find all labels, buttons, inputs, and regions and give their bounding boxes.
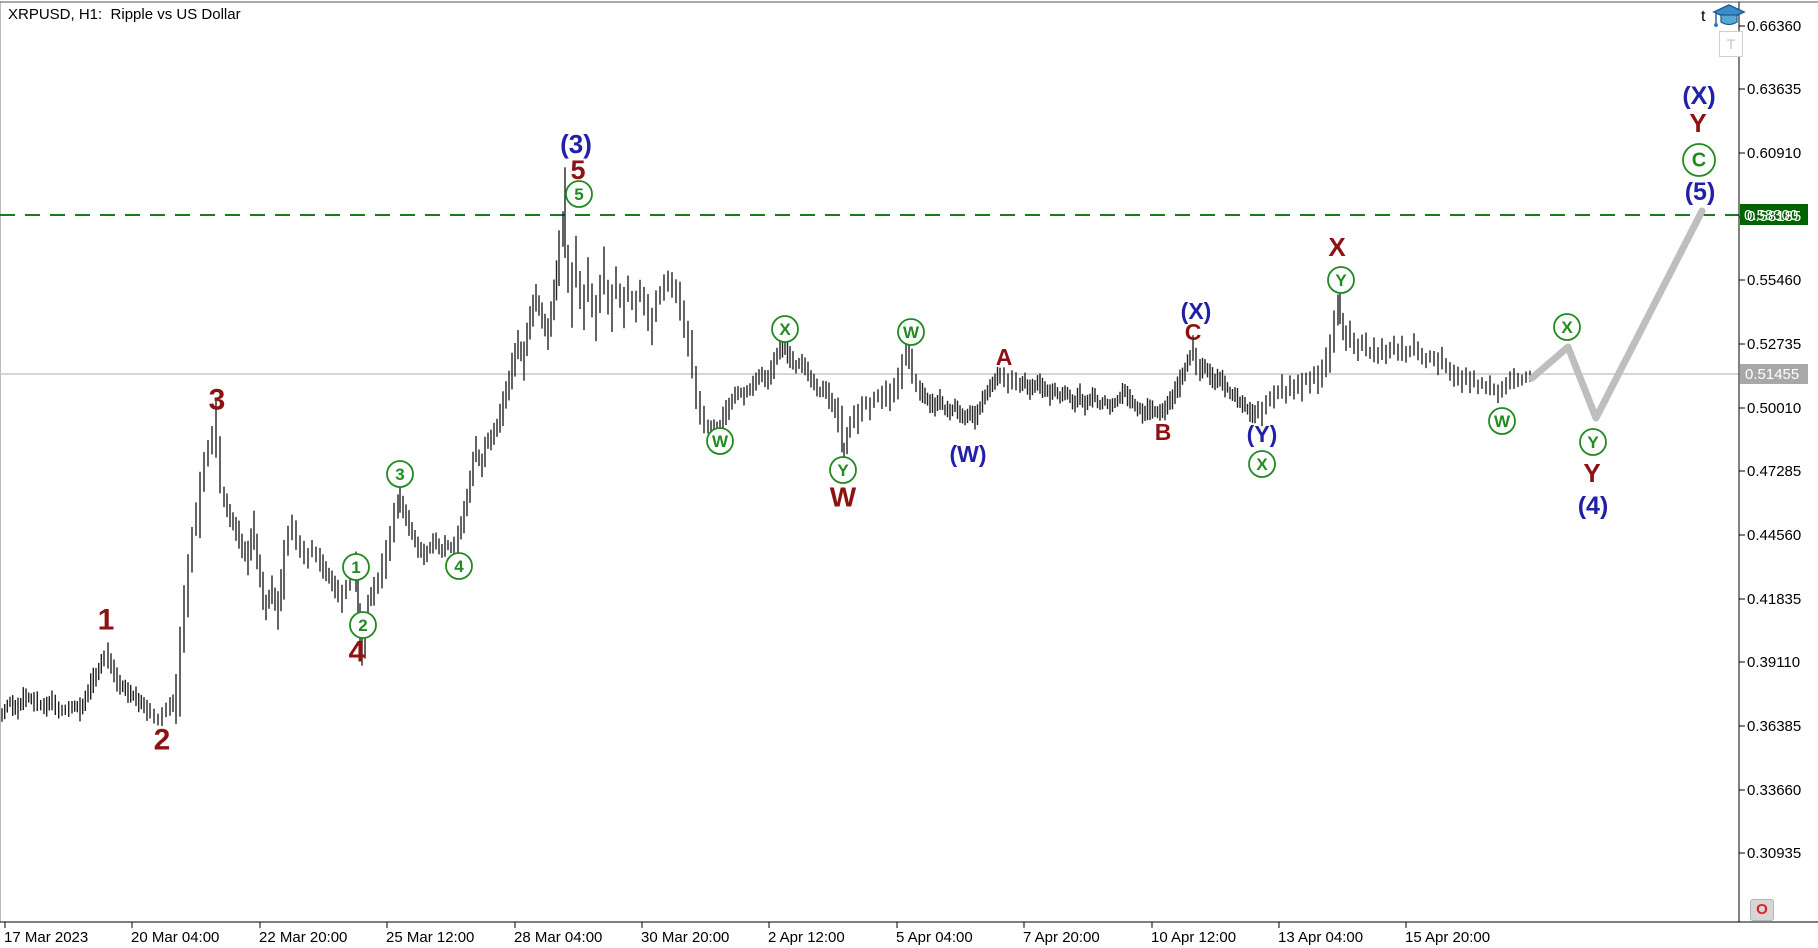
time-tick-label: 10 Apr 12:00 bbox=[1151, 929, 1236, 946]
price-tick-label: 0.52735 bbox=[1747, 336, 1801, 353]
wave-label-X: X bbox=[1328, 232, 1346, 262]
wave-projection-line[interactable] bbox=[1528, 207, 1706, 422]
ohlc-bar-series bbox=[1, 167, 1531, 726]
wave-label-A: A bbox=[996, 344, 1013, 370]
wave-label-4: 4 bbox=[349, 636, 366, 669]
price-tick-label: 0.30935 bbox=[1747, 845, 1801, 862]
wave-label-C: C bbox=[1185, 319, 1202, 345]
text-object-tool[interactable]: T bbox=[1719, 31, 1743, 57]
tool-t-label: t bbox=[1701, 8, 1706, 25]
circled-label-Y: Y bbox=[1335, 271, 1347, 290]
price-tick-label: 0.50010 bbox=[1747, 400, 1801, 417]
time-tick-label: 25 Mar 12:00 bbox=[386, 929, 474, 946]
time-tick-label: 28 Mar 04:00 bbox=[514, 929, 602, 946]
time-tick-label: 5 Apr 04:00 bbox=[896, 929, 973, 946]
current-price-value: 0.51455 bbox=[1745, 366, 1799, 383]
wave-label-X: (X) bbox=[1181, 298, 1212, 324]
time-tick-label: 13 Apr 04:00 bbox=[1278, 929, 1363, 946]
price-tick-label: 0.63635 bbox=[1747, 81, 1801, 98]
circled-label-1: 1 bbox=[351, 558, 360, 577]
price-tick-label: 0.60910 bbox=[1747, 145, 1801, 162]
circled-label-W: W bbox=[1494, 412, 1511, 431]
circled-label-X: X bbox=[1561, 318, 1573, 337]
wave-label-5: (5) bbox=[1685, 178, 1716, 206]
graduation-cap-icon[interactable] bbox=[1711, 2, 1747, 32]
wave-label-2: 2 bbox=[154, 724, 171, 757]
time-tick-label: 22 Mar 20:00 bbox=[259, 929, 347, 946]
wave-label-3: 3 bbox=[209, 384, 226, 417]
circled-label-3: 3 bbox=[395, 465, 404, 484]
price-tick-label: 0.36385 bbox=[1747, 718, 1801, 735]
wave-label-B: B bbox=[1155, 419, 1172, 445]
wave-label-4: (4) bbox=[1578, 492, 1609, 520]
price-tick-label: 0.55460 bbox=[1747, 272, 1801, 289]
price-tick-label: 0.39110 bbox=[1747, 654, 1800, 671]
circled-label-Y: Y bbox=[1587, 433, 1599, 452]
target-price-tag bbox=[1740, 204, 1808, 225]
time-axis[interactable]: 17 Mar 2023 20 Mar 04:00 22 Mar 20:00 25 Ma… bbox=[4, 922, 1490, 946]
wave-label-Y: Y bbox=[1689, 108, 1706, 138]
circled-label-4: 4 bbox=[454, 557, 464, 576]
time-tick-label: 2 Apr 12:00 bbox=[768, 929, 845, 946]
circled-label-C: C bbox=[1692, 150, 1706, 172]
svg-text:0.58185: 0.58185 bbox=[1747, 208, 1801, 225]
circled-label-X: X bbox=[1256, 455, 1268, 474]
wave-label-Y: (Y) bbox=[1247, 421, 1278, 447]
wave-label-5: 5 bbox=[570, 155, 585, 185]
price-tick-label: 0.44560 bbox=[1747, 527, 1801, 544]
price-tick-label: 0.47285 bbox=[1747, 463, 1801, 480]
wave-label-Y: Y bbox=[1583, 458, 1600, 488]
wave-label-W: (W) bbox=[949, 441, 986, 467]
circled-label-2: 2 bbox=[358, 616, 367, 635]
circled-label-X: X bbox=[779, 320, 791, 339]
circled-label-Y: Y bbox=[837, 461, 849, 480]
current-price-tag bbox=[1740, 364, 1808, 384]
time-tick-label: 7 Apr 20:00 bbox=[1023, 929, 1100, 946]
price-tick-label: 0.41835 bbox=[1747, 591, 1801, 608]
wave-label-W: W bbox=[830, 482, 857, 513]
price-tick-label: 0.66360 bbox=[1747, 18, 1801, 35]
time-tick-label: 17 Mar 2023 bbox=[4, 929, 88, 946]
time-tick-label: 20 Mar 04:00 bbox=[131, 929, 219, 946]
circled-label-W: W bbox=[903, 323, 920, 342]
wave-label-X: (X) bbox=[1682, 82, 1715, 110]
wave-label-3: (3) bbox=[560, 129, 592, 159]
time-tick-label: 15 Apr 20:00 bbox=[1405, 929, 1490, 946]
wave-label-1: 1 bbox=[98, 604, 115, 637]
circled-label-W: W bbox=[712, 432, 729, 451]
chart-title: XRPUSD, H1: Ripple vs US Dollar bbox=[8, 6, 241, 23]
object-o-button[interactable]: O bbox=[1750, 899, 1774, 921]
price-axis[interactable]: 0.66360 0.63635 0.60910 0.58185 0.55460 0.527… bbox=[1739, 18, 1801, 862]
target-price-value: 0.58300 bbox=[1744, 207, 1798, 224]
circled-label-5: 5 bbox=[574, 185, 583, 204]
time-tick-label: 30 Mar 20:00 bbox=[641, 929, 729, 946]
price-tick-label: 0.33660 bbox=[1747, 782, 1801, 799]
